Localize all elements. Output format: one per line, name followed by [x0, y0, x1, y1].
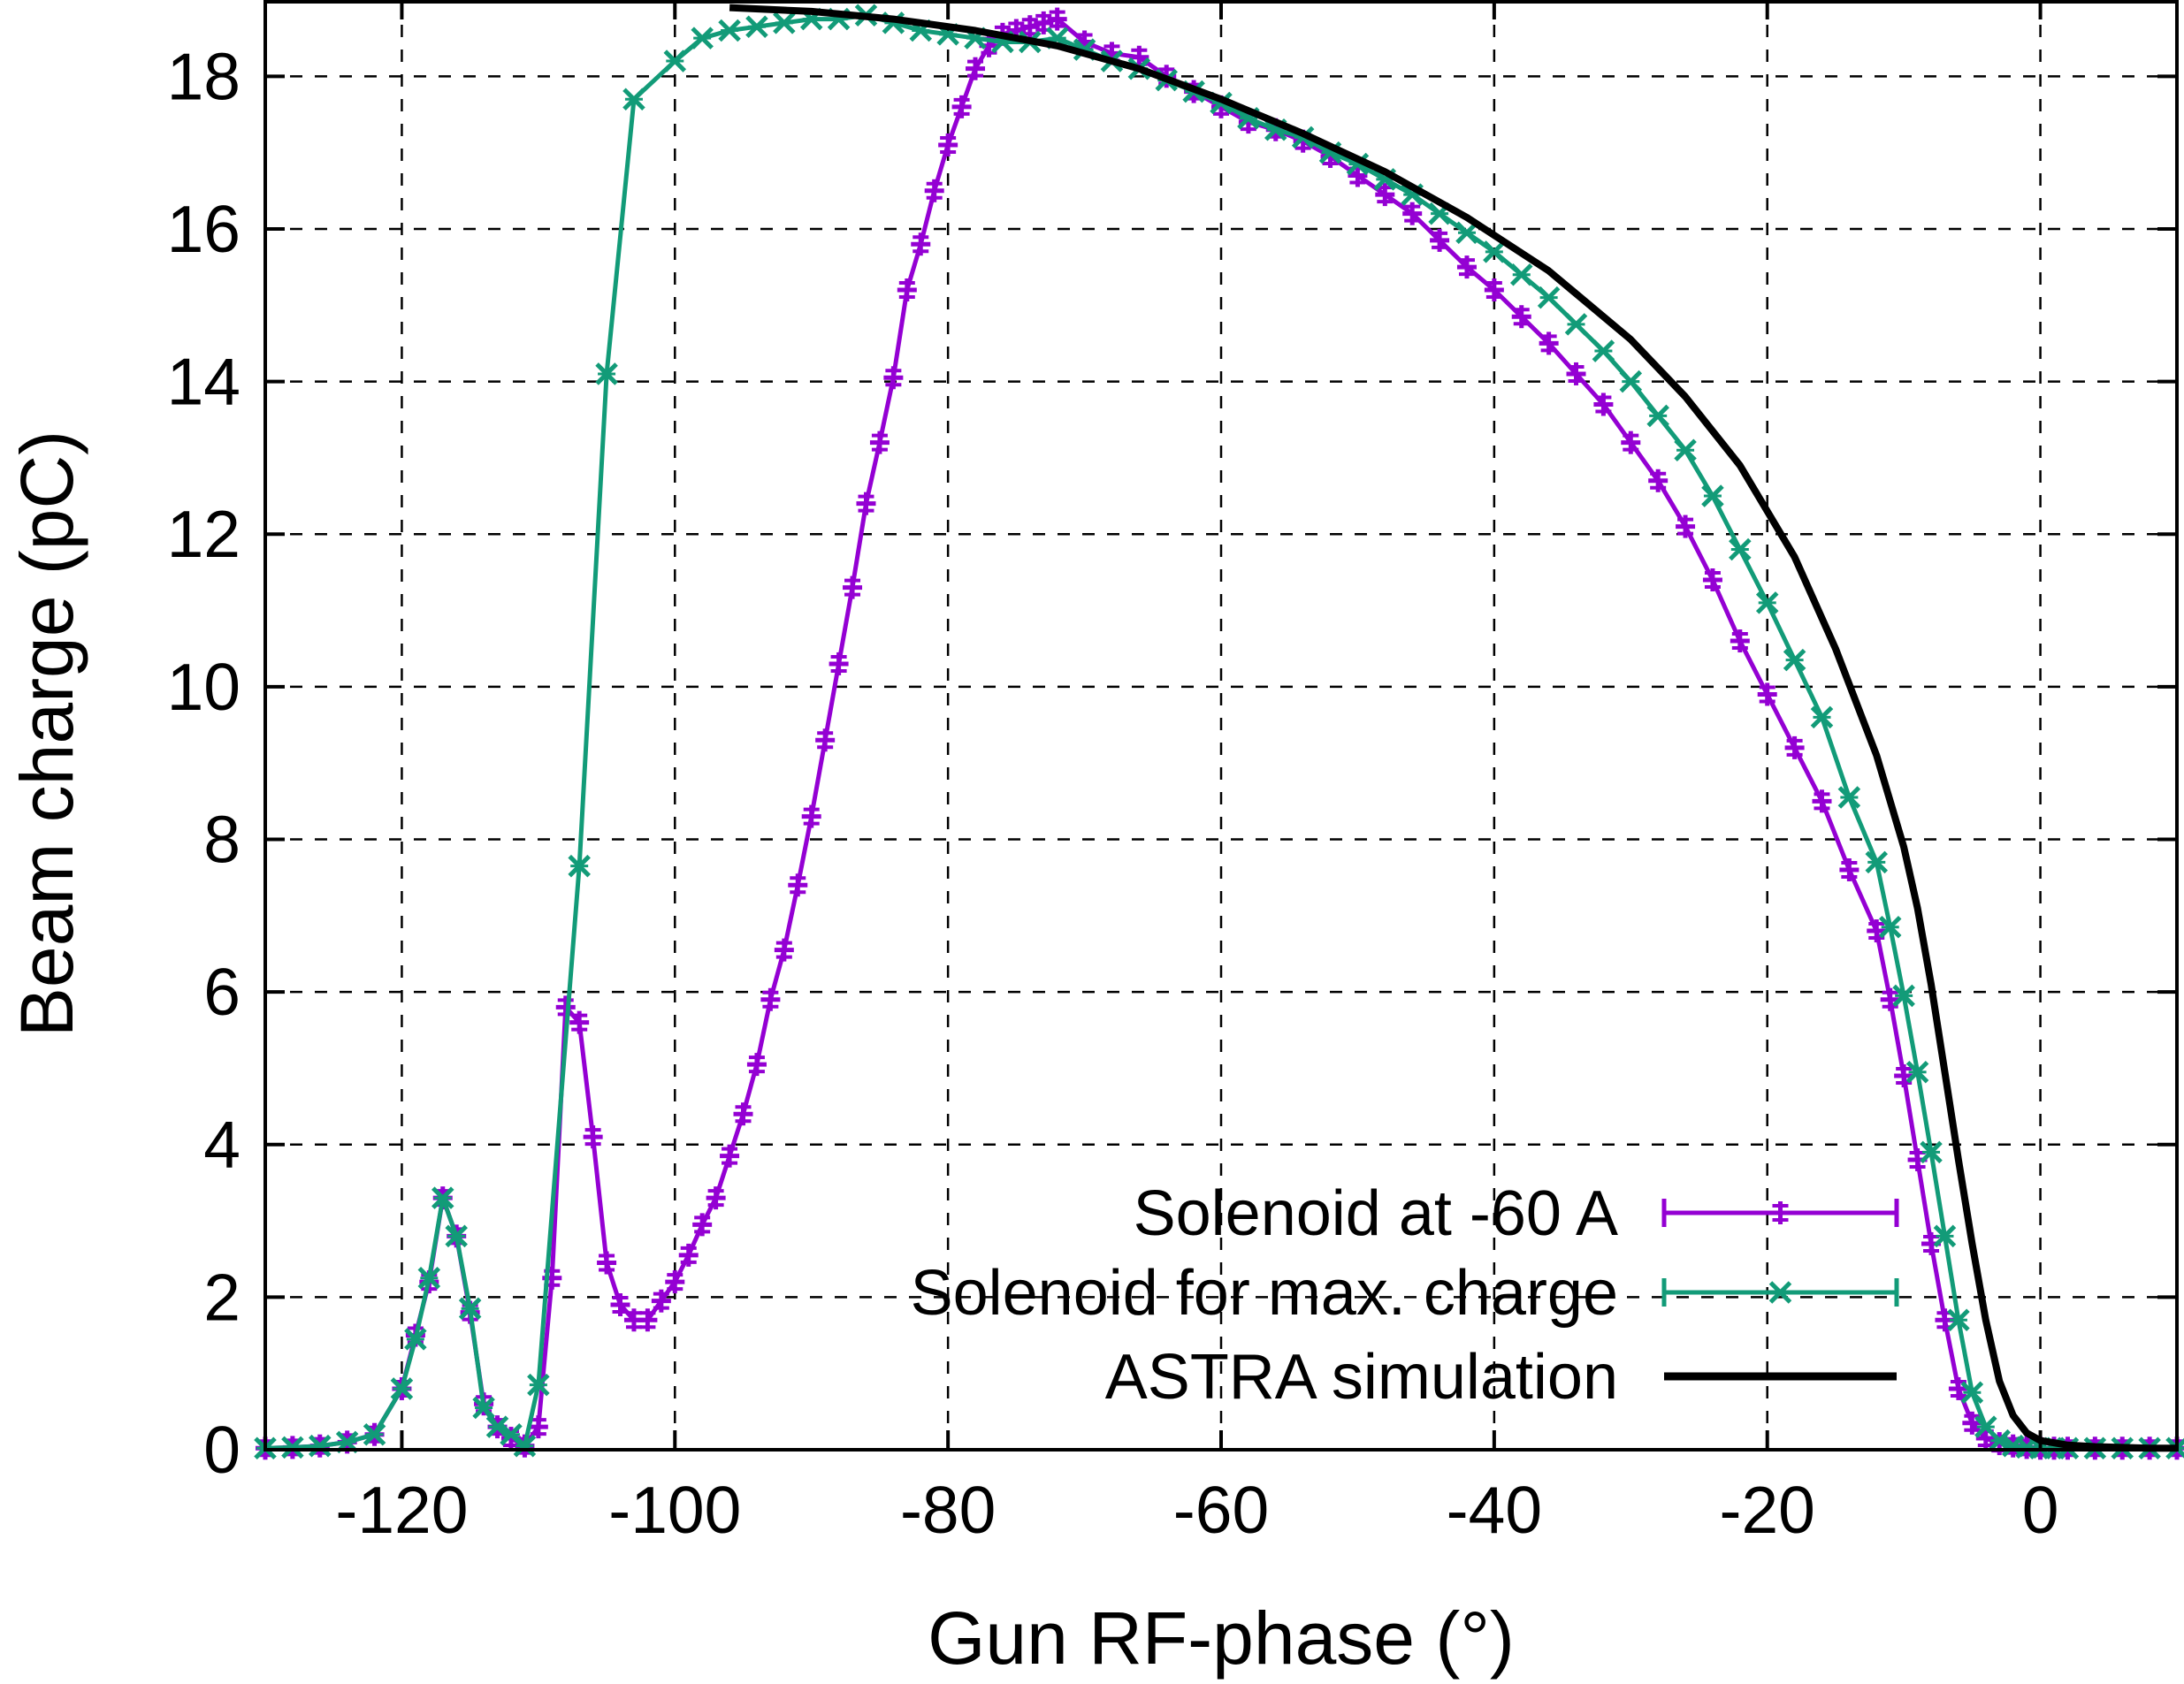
y-tick-label: 10: [167, 650, 241, 724]
legend-label-solenoid-60a: Solenoid at -60 A: [1134, 1178, 1618, 1249]
series-astra-simulation: [729, 4, 2177, 1452]
y-axis-title: Beam charge (pC): [5, 431, 88, 1037]
legend-swatches: [1661, 1199, 1899, 1381]
x-tick-label: -20: [1720, 1473, 1815, 1547]
y-tick-label: 12: [167, 497, 241, 571]
x-axis-title: Gun RF-phase (°): [928, 1596, 1515, 1680]
legend-label-astra-simulation: ASTRA simulation: [1105, 1342, 1618, 1413]
y-tick-label: 2: [203, 1260, 241, 1334]
y-tick-label: 16: [167, 192, 241, 266]
x-tick-label: -60: [1173, 1473, 1269, 1547]
x-tick-label: 0: [2022, 1473, 2059, 1547]
series-line-astra-simulation: [729, 4, 2177, 1452]
y-tick-label: 14: [167, 345, 241, 419]
x-tick-label: -100: [608, 1473, 741, 1547]
legend-label-solenoid-max-charge: Solenoid for max. charge: [911, 1258, 1618, 1329]
y-tick-label: 8: [203, 802, 241, 876]
legend: Solenoid at -60 A Solenoid for max. char…: [911, 1178, 1899, 1413]
grid-layer: [265, 0, 2177, 1450]
y-tick-label: 18: [167, 39, 241, 113]
tick-layer: -120 -100 -80 -60 -40 -20 0 0 2 4 6 8 10 12 14 16 18: [167, 0, 2177, 1547]
x-tick-label: -80: [900, 1473, 996, 1547]
x-tick-label: -120: [335, 1473, 468, 1547]
y-tick-label: 0: [203, 1413, 241, 1487]
x-tick-label: -40: [1447, 1473, 1542, 1547]
y-tick-label: 4: [203, 1108, 241, 1182]
y-tick-label: 6: [203, 955, 241, 1029]
